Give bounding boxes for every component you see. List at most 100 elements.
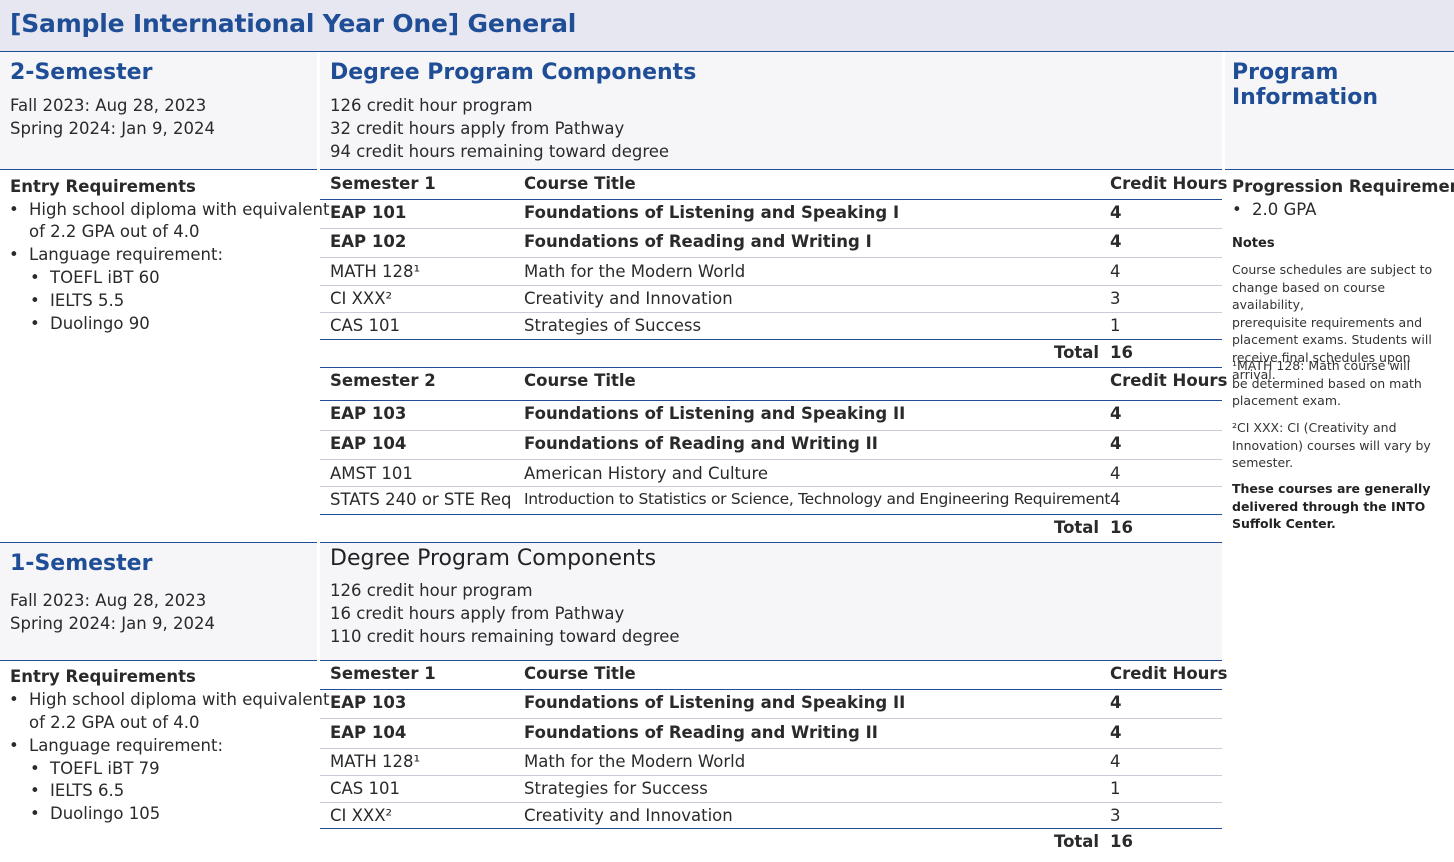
note-math: ¹MATH 128: Math course will be determine… — [1232, 358, 1422, 408]
course-title: Math for the Modern World — [524, 752, 746, 771]
course-hours: 4 — [1110, 752, 1121, 771]
row-divider — [320, 748, 1222, 749]
course-hours: 1 — [1110, 779, 1121, 798]
one-sem-header-panel — [0, 543, 317, 660]
divider — [320, 514, 1222, 515]
row-divider — [320, 459, 1222, 460]
one-sem-credit-line-1: 126 credit hour program — [330, 581, 533, 600]
course-hours: 4 — [1110, 490, 1121, 509]
course-code: EAP 101 — [330, 203, 407, 222]
course-code: MATH 128¹ — [330, 752, 421, 771]
divider — [320, 400, 1222, 401]
row-divider — [320, 430, 1222, 431]
course-code: EAP 103 — [330, 693, 407, 712]
divider — [320, 660, 1222, 661]
title-bar: [Sample International Year One] General — [0, 0, 1454, 52]
credit-hours-header: Credit Hours — [1110, 174, 1228, 193]
one-sem-score-toefl: TOEFL iBT 79 — [50, 759, 160, 778]
course-code: CI XXX² — [330, 806, 393, 825]
divider — [1225, 169, 1454, 170]
two-sem-score-duolingo: Duolingo 90 — [50, 314, 150, 333]
row-divider — [320, 285, 1222, 286]
divider — [320, 689, 1222, 690]
sem1-header-label: Semester 1 — [330, 664, 436, 683]
note-delivery: These courses are generally delivered th… — [1232, 481, 1431, 531]
course-code: EAP 104 — [330, 723, 407, 742]
row-divider — [320, 257, 1222, 258]
note-ci: ²CI XXX: CI (Creativity and Innovation) … — [1232, 420, 1431, 470]
course-code: CAS 101 — [330, 316, 401, 335]
course-title: Foundations of Reading and Writing II — [524, 434, 878, 453]
course-hours: 4 — [1110, 203, 1122, 222]
course-title: Creativity and Innovation — [524, 806, 733, 825]
course-title: Foundations of Listening and Speaking II — [524, 404, 906, 423]
row-divider — [320, 228, 1222, 229]
course-hours: 4 — [1110, 723, 1122, 742]
course-code: STATS 240 or STE Req — [330, 490, 512, 509]
divider — [0, 169, 317, 170]
two-sem-components-heading: Degree Program Components — [330, 60, 697, 85]
course-hours: 3 — [1110, 806, 1121, 825]
one-sem-diploma-req-cont: of 2.2 GPA out of 4.0 — [29, 713, 200, 732]
row-divider — [320, 486, 1222, 487]
course-title: Foundations of Reading and Writing II — [524, 723, 878, 742]
progression-heading: Progression Requirements — [1232, 177, 1454, 196]
one-sem-score-duolingo: Duolingo 105 — [50, 804, 161, 823]
note-schedules: Course schedules are subject to change b… — [1232, 262, 1433, 382]
course-hours: 1 — [1110, 316, 1121, 335]
course-hours: 4 — [1110, 464, 1121, 483]
course-code: CI XXX² — [330, 289, 393, 308]
course-code: EAP 104 — [330, 434, 407, 453]
one-sem-entry-heading: Entry Requirements — [10, 667, 196, 686]
one-sem-components-panel — [320, 543, 1222, 660]
course-title: Foundations of Listening and Speaking I — [524, 203, 900, 222]
two-sem-heading: 2-Semester — [10, 60, 153, 85]
course-title: Foundations of Reading and Writing I — [524, 232, 872, 251]
course-title-header: Course Title — [524, 371, 636, 390]
course-code: MATH 128¹ — [330, 262, 421, 281]
course-title-header: Course Title — [524, 174, 636, 193]
one-sem-language-req: Language requirement: — [29, 736, 224, 755]
course-title-header: Course Title — [524, 664, 636, 683]
divider — [320, 367, 1222, 368]
row-divider — [320, 718, 1222, 719]
two-sem-fall-date: Fall 2023: Aug 28, 2023 — [10, 96, 207, 115]
two-sem-credit-line-3: 94 credit hours remaining toward degree — [330, 142, 670, 161]
two-sem-diploma-req-cont: of 2.2 GPA out of 4.0 — [29, 222, 200, 241]
total-value: 16 — [1110, 518, 1133, 537]
one-sem-components-heading: Degree Program Components — [330, 546, 657, 571]
program-info-heading: Program Information — [1232, 60, 1378, 110]
course-hours: 4 — [1110, 434, 1122, 453]
course-code: EAP 102 — [330, 232, 407, 251]
total-value: 16 — [1110, 832, 1133, 851]
total-value: 16 — [1110, 343, 1133, 362]
course-title: Creativity and Innovation — [524, 289, 733, 308]
course-hours: 4 — [1110, 404, 1122, 423]
two-sem-score-toefl: TOEFL iBT 60 — [50, 268, 160, 287]
sem1-header-label: Semester 1 — [330, 174, 436, 193]
one-sem-fall-date: Fall 2023: Aug 28, 2023 — [10, 591, 207, 610]
course-hours: 4 — [1110, 262, 1121, 281]
one-sem-heading: 1-Semester — [10, 551, 153, 576]
course-hours: 4 — [1110, 693, 1122, 712]
divider — [320, 339, 1222, 340]
course-title: Strategies for Success — [524, 779, 708, 798]
two-sem-components-panel — [320, 52, 1222, 169]
two-sem-spring-date: Spring 2024: Jan 9, 2024 — [10, 119, 215, 138]
course-hours: 4 — [1110, 232, 1122, 251]
two-sem-header-panel — [0, 52, 317, 169]
two-sem-credit-line-2: 32 credit hours apply from Pathway — [330, 119, 625, 138]
course-title: Foundations of Listening and Speaking II — [524, 693, 906, 712]
divider — [0, 542, 317, 543]
course-code: EAP 103 — [330, 404, 407, 423]
sem2-header-label: Semester 2 — [330, 371, 436, 390]
progression-gpa: 2.0 GPA — [1252, 200, 1317, 219]
course-hours: 3 — [1110, 289, 1121, 308]
total-label: Total — [1054, 343, 1100, 362]
notes-heading: Notes — [1232, 236, 1275, 251]
two-sem-diploma-req: High school diploma with equivalent — [29, 200, 330, 219]
divider — [0, 660, 317, 661]
page-title: [Sample International Year One] General — [10, 9, 577, 38]
divider — [320, 828, 1222, 829]
course-title: American History and Culture — [524, 464, 769, 483]
